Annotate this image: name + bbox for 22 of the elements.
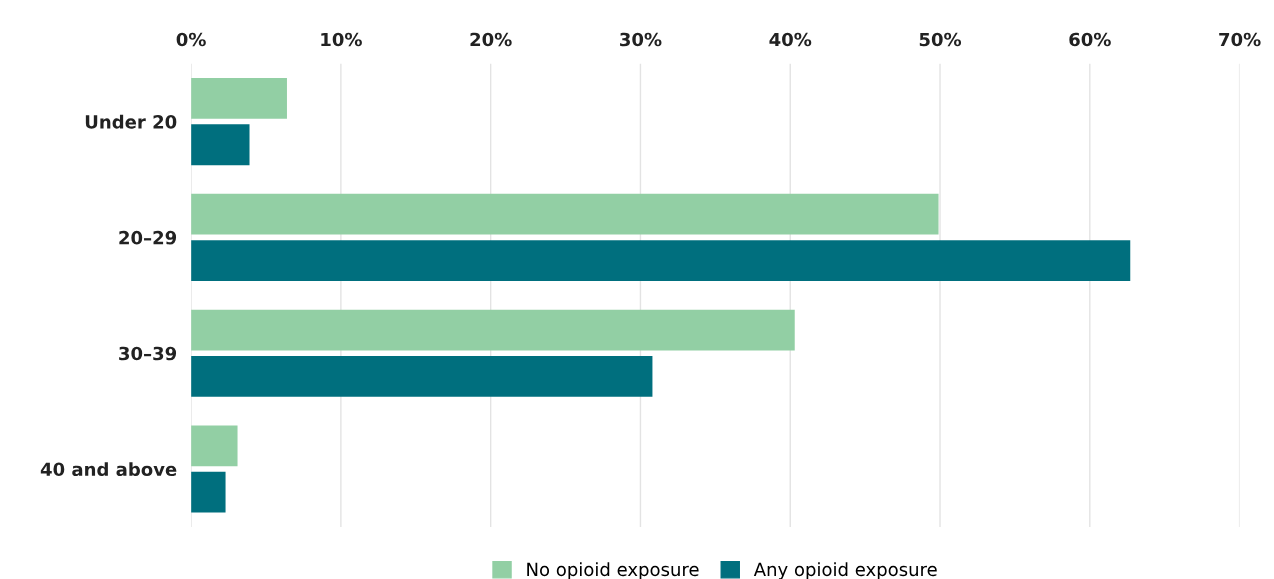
x-tick-label: 60% [1069, 32, 1111, 47]
x-tick-label: 0% [176, 32, 206, 47]
x-tick-label: 50% [919, 32, 962, 47]
bar [191, 78, 287, 119]
x-tick-label: 20% [470, 32, 512, 47]
bar [191, 471, 226, 513]
x-tick-label: 40% [769, 32, 812, 47]
bar [191, 425, 238, 467]
y-tick-label: 20–29 [119, 230, 177, 245]
bar [191, 124, 250, 166]
y-tick-label: 30–39 [119, 346, 177, 361]
x-tick-label: 70% [1219, 32, 1261, 47]
y-tick-label: 40 and above [40, 462, 177, 477]
y-tick-label: Under 20 [85, 114, 177, 129]
x-tick-label: 10% [321, 32, 362, 47]
x-tick-label: 30% [620, 32, 662, 47]
bar [191, 309, 795, 351]
legend-label: No opioid exposure [527, 562, 699, 579]
bar [191, 355, 653, 397]
bar [191, 193, 939, 235]
bar [191, 240, 1131, 281]
legend-label: Any opioid exposure [753, 562, 937, 579]
